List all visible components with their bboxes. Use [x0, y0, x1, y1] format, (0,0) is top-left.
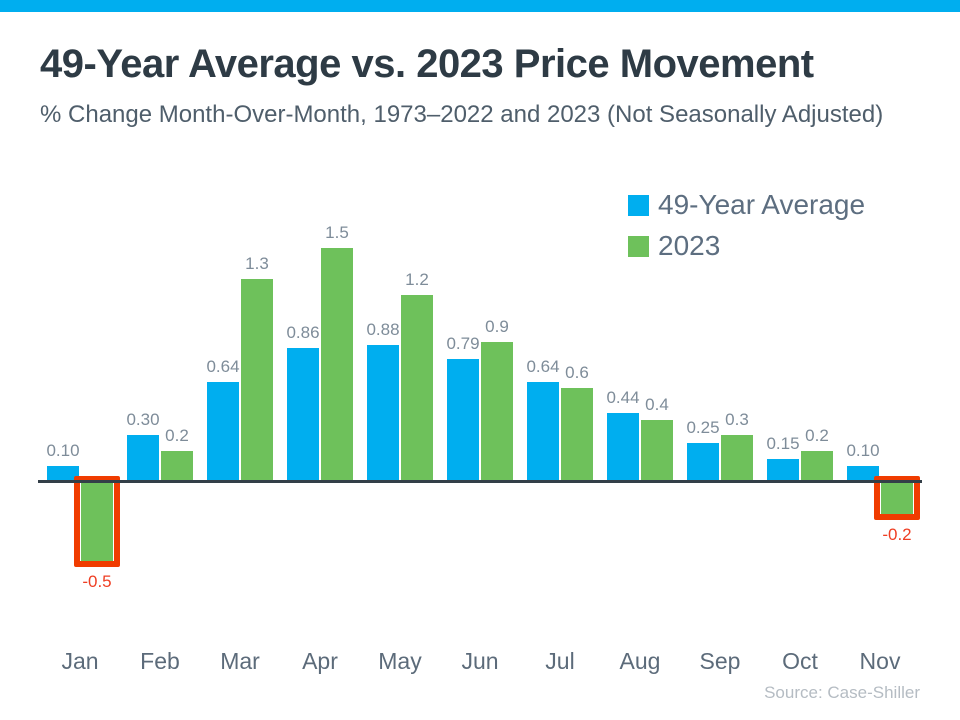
bar-2023-may	[401, 295, 433, 482]
bar-2023-jun	[481, 342, 513, 482]
bar-49-year-average-mar	[207, 382, 239, 482]
value-label-49-year-average-jul: 0.64	[526, 357, 560, 376]
legend-item-49-year-average: 49-Year Average	[628, 189, 866, 220]
x-axis-label-aug: Aug	[619, 648, 661, 674]
bar-2023-apr	[321, 248, 353, 482]
legend-swatch-2023-icon	[628, 235, 649, 257]
value-label-2023-jul: 0.6	[565, 363, 589, 382]
value-label-2023-sep: 0.3	[725, 410, 749, 429]
value-label-49-year-average-jun: 0.79	[446, 334, 480, 353]
x-axis-label-oct: Oct	[782, 648, 818, 674]
bar-2023-oct	[801, 451, 833, 482]
x-axis-label-may: May	[378, 648, 422, 674]
value-label-49-year-average-nov: 0.10	[846, 441, 880, 460]
legend-swatch-49-year-average-icon	[628, 194, 649, 216]
source-attribution: Source: Case-Shiller	[764, 683, 920, 702]
x-axis-label-feb: Feb	[140, 648, 180, 674]
value-label-2023-feb: 0.2	[165, 426, 189, 445]
value-label-49-year-average-mar: 0.64	[206, 357, 240, 376]
x-axis-label-nov: Nov	[859, 648, 901, 674]
highlight-box-jan	[74, 476, 120, 567]
bar-49-year-average-jun	[447, 359, 479, 482]
bar-2023-sep	[721, 435, 753, 482]
value-label-2023-jan: -0.5	[82, 572, 112, 591]
bar-49-year-average-aug	[607, 413, 639, 482]
value-label-2023-aug: 0.4	[645, 395, 669, 414]
x-axis-label-sep: Sep	[699, 648, 741, 674]
bar-49-year-average-oct	[767, 459, 799, 482]
x-axis-label-mar: Mar	[220, 648, 260, 674]
value-label-2023-may: 1.2	[405, 270, 429, 289]
bar-2023-aug	[641, 420, 673, 482]
bar-2023-jan	[81, 483, 113, 561]
x-axis-label-jul: Jul	[545, 648, 575, 674]
value-label-49-year-average-oct: 0.15	[766, 434, 800, 453]
bar-49-year-average-jul	[527, 382, 559, 482]
value-label-2023-jun: 0.9	[485, 317, 509, 336]
bar-2023-jul	[561, 388, 593, 482]
x-axis-label-jan: Jan	[61, 648, 99, 674]
bar-2023-feb	[161, 451, 193, 482]
legend-item-2023: 2023	[628, 230, 865, 261]
x-axis-label-jun: Jun	[461, 648, 499, 674]
value-label-49-year-average-may: 0.88	[366, 320, 400, 339]
value-label-49-year-average-aug: 0.44	[606, 388, 640, 407]
bar-2023-mar	[241, 279, 273, 482]
value-label-2023-oct: 0.2	[805, 426, 829, 445]
page-title: 49-Year Average vs. 2023 Price Movement	[40, 42, 814, 86]
chart-legend: 49-Year Average 2023	[628, 189, 866, 274]
highlight-box-nov	[874, 476, 920, 520]
value-label-2023-mar: 1.3	[245, 254, 269, 273]
legend-label-2023: 2023	[658, 230, 721, 261]
value-label-49-year-average-apr: 0.86	[286, 323, 320, 342]
x-axis-label-apr: Apr	[302, 648, 338, 674]
page-subtitle: % Change Month-Over-Month, 1973–2022 and…	[40, 101, 884, 128]
top-accent-bar	[0, 0, 960, 12]
bar-49-year-average-apr	[287, 348, 319, 482]
bar-49-year-average-may	[367, 345, 399, 482]
value-label-49-year-average-jan: 0.10	[46, 441, 80, 460]
legend-label-49-year-average: 49-Year Average	[658, 189, 866, 220]
bar-49-year-average-feb	[127, 435, 159, 482]
bar-49-year-average-nov	[847, 466, 879, 482]
value-label-49-year-average-sep: 0.25	[686, 418, 720, 437]
x-axis-line	[38, 480, 922, 483]
bar-2023-nov	[881, 483, 913, 514]
bar-49-year-average-sep	[687, 443, 719, 482]
value-label-2023-apr: 1.5	[325, 223, 349, 242]
value-label-49-year-average-feb: 0.30	[126, 410, 160, 429]
bar-49-year-average-jan	[47, 466, 79, 482]
value-label-2023-nov: -0.2	[882, 525, 912, 544]
